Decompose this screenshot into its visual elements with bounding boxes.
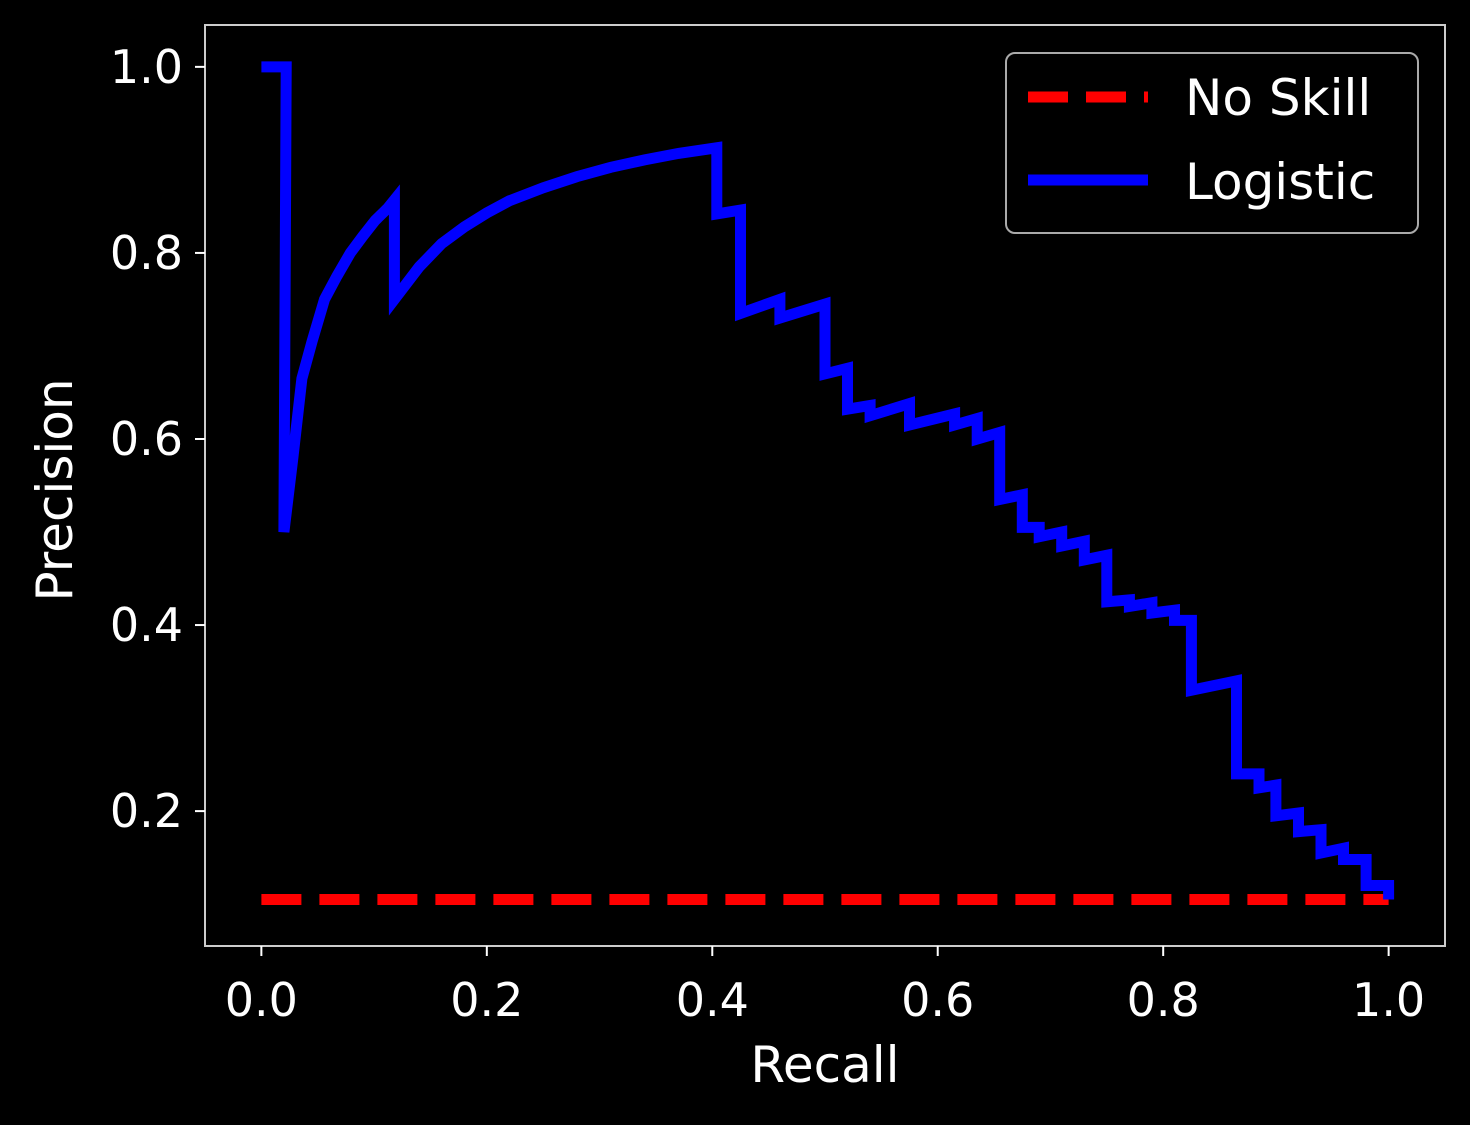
y-tick-label: 0.4 xyxy=(110,598,183,652)
legend-label-logistic: Logistic xyxy=(1185,153,1375,211)
x-tick-label: 0.2 xyxy=(450,973,523,1027)
y-tick-label: 0.8 xyxy=(110,226,183,280)
x-tick-label: 0.6 xyxy=(901,973,974,1027)
legend-label-no-skill: No Skill xyxy=(1185,69,1371,127)
y-tick-label: 0.6 xyxy=(110,412,183,466)
y-tick-label: 1.0 xyxy=(110,40,183,94)
series-layer xyxy=(261,61,1395,905)
y-axis-ticks: 0.2 0.4 0.6 0.8 1.0 xyxy=(110,40,205,838)
series-line-logistic xyxy=(261,61,1395,900)
x-axis-label: Recall xyxy=(750,1036,899,1094)
x-axis-ticks: 0.0 0.2 0.4 0.6 0.8 1.0 xyxy=(225,946,1425,1027)
x-tick-label: 1.0 xyxy=(1352,973,1425,1027)
y-tick-label: 0.2 xyxy=(110,784,183,838)
x-tick-label: 0.0 xyxy=(225,973,298,1027)
x-tick-label: 0.4 xyxy=(676,973,749,1027)
y-axis-label: Precision xyxy=(26,378,84,601)
x-tick-label: 0.8 xyxy=(1127,973,1200,1027)
legend: No Skill Logistic xyxy=(1005,52,1419,234)
